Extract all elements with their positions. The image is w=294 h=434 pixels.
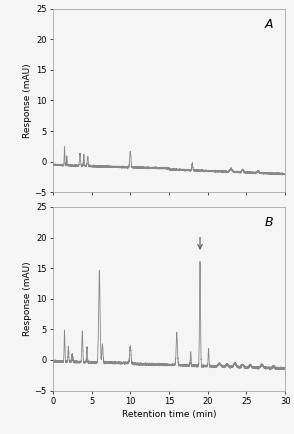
X-axis label: Retention time (min): Retention time (min) [122, 410, 216, 419]
Text: B: B [265, 216, 273, 229]
Y-axis label: Response (mAU): Response (mAU) [23, 63, 32, 138]
Text: A: A [265, 18, 273, 31]
Y-axis label: Response (mAU): Response (mAU) [23, 261, 32, 336]
